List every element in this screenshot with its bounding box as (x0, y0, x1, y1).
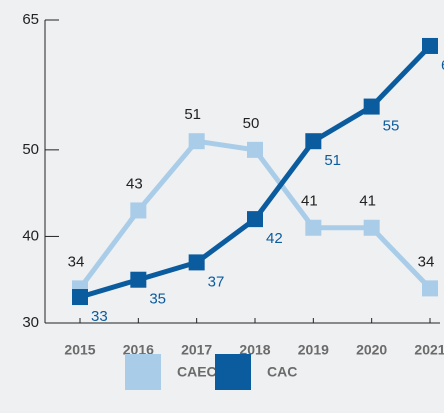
x-tick-label: 2021 (414, 342, 444, 358)
x-tick-label: 2019 (298, 342, 329, 358)
marker (247, 211, 263, 228)
marker (72, 289, 88, 306)
data-label: 41 (301, 193, 318, 210)
marker (305, 133, 322, 150)
x-tick-label: 2017 (181, 342, 212, 358)
marker (188, 133, 205, 150)
marker (247, 141, 263, 158)
data-label: 50 (243, 115, 260, 132)
x-tick-label: 2015 (64, 342, 95, 358)
data-label: 37 (208, 273, 225, 290)
x-tick-label: 2016 (123, 342, 154, 358)
marker (363, 219, 380, 236)
data-label: 51 (324, 152, 341, 169)
data-label: 55 (383, 118, 400, 135)
series-line (79, 44, 432, 300)
legend-swatch (215, 354, 251, 390)
y-tick-label: 50 (22, 141, 39, 158)
data-label: 35 (149, 291, 166, 308)
data-label: 62 (441, 57, 444, 74)
x-tick-label: 2020 (356, 342, 387, 358)
data-label: 34 (68, 253, 85, 270)
marker (422, 280, 438, 297)
data-label: 34 (418, 253, 435, 270)
legend-label: CAC (267, 364, 297, 380)
legend-swatch (125, 354, 161, 390)
marker (188, 254, 205, 271)
data-label: 33 (91, 308, 108, 325)
y-tick-label: 30 (22, 314, 39, 331)
y-tick-label: 40 (22, 227, 39, 244)
y-tick-label: 65 (22, 11, 39, 28)
legend-label: CAEC (177, 364, 217, 380)
marker (363, 98, 380, 115)
data-label: 51 (184, 106, 201, 123)
marker (130, 271, 147, 288)
data-label: 41 (359, 193, 376, 210)
x-tick-label: 2018 (239, 342, 270, 358)
marker (305, 219, 322, 236)
marker (130, 202, 147, 219)
marker (422, 37, 438, 54)
data-label: 42 (266, 230, 283, 247)
data-label: 43 (126, 175, 143, 192)
